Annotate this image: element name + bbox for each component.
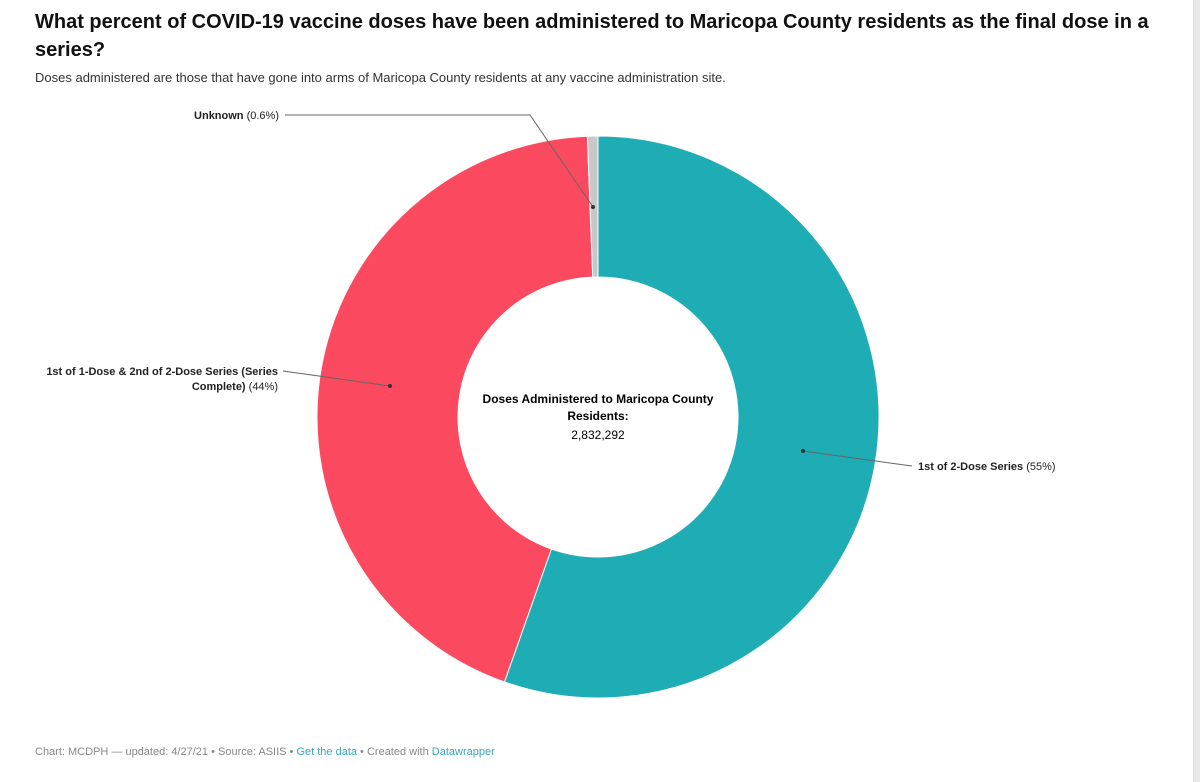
leader-first-dose bbox=[802, 450, 913, 467]
leader-unknown bbox=[285, 114, 594, 208]
label-unknown: Unknown (0.6%) bbox=[194, 110, 279, 122]
window-edge bbox=[1193, 0, 1200, 782]
get-data-link[interactable]: Get the data bbox=[296, 746, 357, 758]
leader-dot-complete bbox=[388, 384, 392, 388]
leader-dot-unknown bbox=[591, 205, 595, 209]
leader-dot-first-dose bbox=[801, 449, 805, 453]
label-complete-2: Complete) (44%) bbox=[192, 381, 278, 393]
center-label-2: Residents: bbox=[567, 409, 628, 423]
datawrapper-link[interactable]: Datawrapper bbox=[431, 746, 495, 758]
center-label-1: Doses Administered to Maricopa County bbox=[483, 392, 714, 406]
footer-source: Chart: MCDPH — updated: 4/27/21 • Source… bbox=[35, 746, 297, 758]
chart-footer: Chart: MCDPH — updated: 4/27/21 • Source… bbox=[35, 746, 495, 758]
label-complete-1: 1st of 1-Dose & 2nd of 2-Dose Series (Se… bbox=[46, 366, 278, 378]
chart-subtitle: Doses administered are those that have g… bbox=[35, 70, 726, 85]
leader-complete bbox=[282, 370, 391, 387]
center-value: 2,832,292 bbox=[571, 428, 625, 442]
footer-created: • Created with bbox=[357, 746, 432, 758]
label-first-dose: 1st of 2-Dose Series (55%) bbox=[918, 461, 1056, 473]
slice-1 bbox=[316, 135, 594, 683]
chart-title: What percent of COVID-19 vaccine doses h… bbox=[35, 11, 1149, 61]
